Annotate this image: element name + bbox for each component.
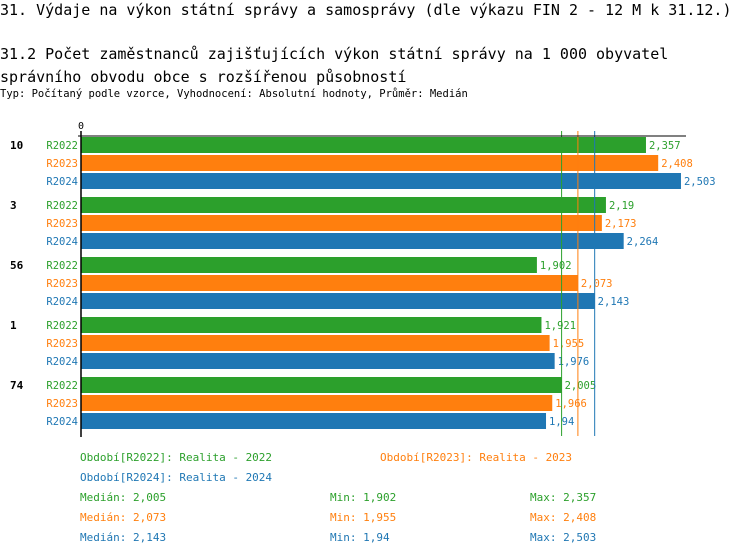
data-label: 2,357 <box>649 140 681 152</box>
data-label: 2,073 <box>581 278 613 290</box>
stat-max-r2024: Max: 2,503 <box>530 531 597 544</box>
bar <box>81 155 659 171</box>
series-label: R2023 <box>46 278 78 290</box>
category-label: 3 <box>10 199 17 212</box>
stat-max-r2022: Max: 2,357 <box>530 491 597 504</box>
bar <box>81 293 595 309</box>
data-label: 1,955 <box>553 338 585 350</box>
stat-min-r2024: Min: 1,94 <box>330 531 390 544</box>
data-label: 2,005 <box>565 380 597 392</box>
legend-r2023: Období[R2023]: Realita - 2023 <box>380 451 573 464</box>
category-label: 1 <box>10 319 17 332</box>
data-label: 2,19 <box>609 200 634 212</box>
bar <box>81 197 606 213</box>
category-label: 56 <box>10 259 24 272</box>
series-label: R2022 <box>46 140 78 152</box>
data-label: 2,143 <box>598 296 630 308</box>
legend-r2024: Období[R2024]: Realita - 2024 <box>80 471 273 484</box>
bar <box>81 377 562 393</box>
data-label: 1,966 <box>555 398 587 410</box>
bar <box>81 215 602 231</box>
stat-min-r2023: Min: 1,955 <box>330 511 397 524</box>
data-label: 1,921 <box>544 320 576 332</box>
bar <box>81 353 555 369</box>
series-label: R2022 <box>46 320 78 332</box>
bar <box>81 137 646 153</box>
stat-median-r2022: Medián: 2,005 <box>80 491 167 504</box>
series-label: R2024 <box>46 356 78 368</box>
category-label: 10 <box>10 139 23 152</box>
series-label: R2023 <box>46 158 78 170</box>
page-title: 31. Výdaje na výkon státní správy a samo… <box>0 1 732 19</box>
series-label: R2023 <box>46 398 78 410</box>
stat-max-r2023: Max: 2,408 <box>530 511 597 524</box>
legend-r2022: Období[R2022]: Realita - 2022 <box>80 451 273 464</box>
series-label: R2023 <box>46 218 78 230</box>
series-label: R2024 <box>46 296 78 308</box>
bar <box>81 317 542 333</box>
bar <box>81 413 547 429</box>
series-label: R2024 <box>46 236 78 248</box>
series-label: R2023 <box>46 338 78 350</box>
category-label: 74 <box>10 379 24 392</box>
data-label: 1,902 <box>540 260 572 272</box>
stat-median-r2023: Medián: 2,073 <box>80 511 167 524</box>
series-label: R2022 <box>46 260 78 272</box>
data-label: 2,408 <box>661 158 693 170</box>
data-label: 2,173 <box>605 218 637 230</box>
data-label: 2,264 <box>627 236 659 248</box>
chart-meta: Typ: Počítaný podle vzorce, Vyhodnocení:… <box>0 88 468 100</box>
bar <box>81 335 550 351</box>
bar <box>81 275 578 291</box>
series-label: R2024 <box>46 176 78 188</box>
bar <box>81 395 553 411</box>
chart-title: 31.2 Počet zaměstnanců zajišťujících výk… <box>0 45 669 86</box>
stat-min-r2022: Min: 1,902 <box>330 491 397 504</box>
series-label: R2022 <box>46 380 78 392</box>
bar <box>81 233 624 249</box>
bar <box>81 257 537 273</box>
series-label: R2024 <box>46 416 78 428</box>
x-tick-label: 0 <box>78 121 84 132</box>
stat-median-r2024: Medián: 2,143 <box>80 531 167 544</box>
data-label: 1,976 <box>558 356 590 368</box>
series-label: R2022 <box>46 200 78 212</box>
bar <box>81 173 681 189</box>
data-label: 2,503 <box>684 176 716 188</box>
